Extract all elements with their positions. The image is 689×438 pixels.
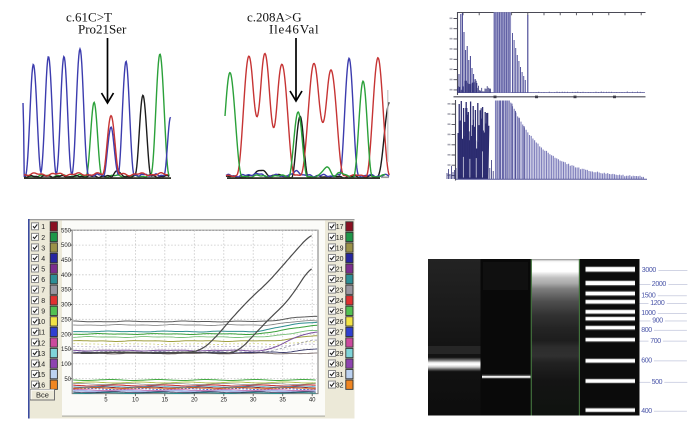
svg-text:5: 5	[41, 266, 45, 273]
svg-text:14: 14	[37, 361, 45, 368]
svg-text:550: 550	[61, 228, 72, 234]
svg-text:17: 17	[336, 224, 344, 231]
svg-text:27: 27	[336, 330, 344, 337]
svg-text:600: 600	[641, 358, 652, 365]
svg-text:1: 1	[41, 224, 45, 231]
svg-text:c.208A>G: c.208A>G	[247, 10, 302, 25]
svg-text:450: 450	[61, 258, 72, 264]
svg-text:1200: 1200	[650, 300, 665, 307]
svg-text:250: 250	[61, 317, 72, 323]
svg-text:4: 4	[41, 256, 45, 263]
svg-text:22: 22	[336, 277, 344, 284]
svg-text:Bce: Bce	[36, 390, 49, 399]
svg-text:30: 30	[336, 361, 344, 368]
svg-text:23: 23	[336, 288, 344, 295]
svg-text:11: 11	[38, 330, 45, 337]
svg-text:150: 150	[61, 347, 72, 353]
svg-text:15: 15	[161, 398, 168, 404]
svg-text:400: 400	[641, 408, 652, 415]
svg-text:28: 28	[336, 340, 344, 347]
svg-text:700: 700	[650, 338, 661, 345]
svg-text:2000: 2000	[652, 281, 667, 288]
svg-text:15: 15	[37, 372, 45, 379]
svg-text:Ile46Val: Ile46Val	[269, 22, 319, 37]
svg-text:6: 6	[41, 277, 45, 284]
svg-text:900: 900	[652, 318, 663, 325]
svg-text:13: 13	[37, 351, 45, 358]
svg-text:8: 8	[41, 298, 45, 305]
svg-text:21: 21	[336, 266, 344, 273]
svg-text:35: 35	[279, 398, 286, 404]
svg-text:300: 300	[61, 303, 72, 309]
svg-text:10: 10	[132, 398, 139, 404]
svg-text:100: 100	[61, 362, 72, 368]
svg-text:200: 200	[61, 332, 72, 338]
svg-text:50: 50	[64, 377, 71, 383]
svg-text:2: 2	[41, 235, 45, 242]
svg-text:40: 40	[309, 398, 316, 404]
svg-text:Pro21Ser: Pro21Ser	[78, 22, 127, 37]
svg-text:20: 20	[336, 256, 344, 263]
svg-text:26: 26	[336, 319, 344, 326]
svg-text:24: 24	[336, 298, 344, 305]
svg-text:9: 9	[41, 309, 45, 316]
svg-text:16: 16	[37, 382, 45, 389]
svg-text:30: 30	[250, 398, 257, 404]
svg-text:800: 800	[641, 327, 652, 334]
svg-text:500: 500	[61, 243, 72, 249]
svg-text:1000: 1000	[641, 310, 656, 317]
svg-text:500: 500	[652, 379, 663, 386]
svg-text:32: 32	[336, 382, 344, 389]
svg-text:350: 350	[61, 288, 72, 294]
svg-text:1500: 1500	[641, 292, 656, 299]
svg-text:25: 25	[336, 309, 344, 316]
svg-text:3: 3	[41, 245, 45, 252]
svg-text:c.61C>T: c.61C>T	[66, 10, 112, 25]
svg-text:18: 18	[336, 235, 344, 242]
svg-text:19: 19	[336, 245, 344, 252]
svg-text:3000: 3000	[642, 267, 657, 274]
svg-text:31: 31	[336, 372, 344, 379]
svg-text:20: 20	[191, 398, 198, 404]
svg-text:7: 7	[41, 288, 45, 295]
svg-text:400: 400	[61, 273, 72, 279]
svg-text:5: 5	[104, 398, 108, 404]
svg-text:10: 10	[37, 319, 45, 326]
svg-text:12: 12	[37, 340, 45, 347]
svg-text:29: 29	[336, 351, 344, 358]
svg-text:25: 25	[220, 398, 227, 404]
